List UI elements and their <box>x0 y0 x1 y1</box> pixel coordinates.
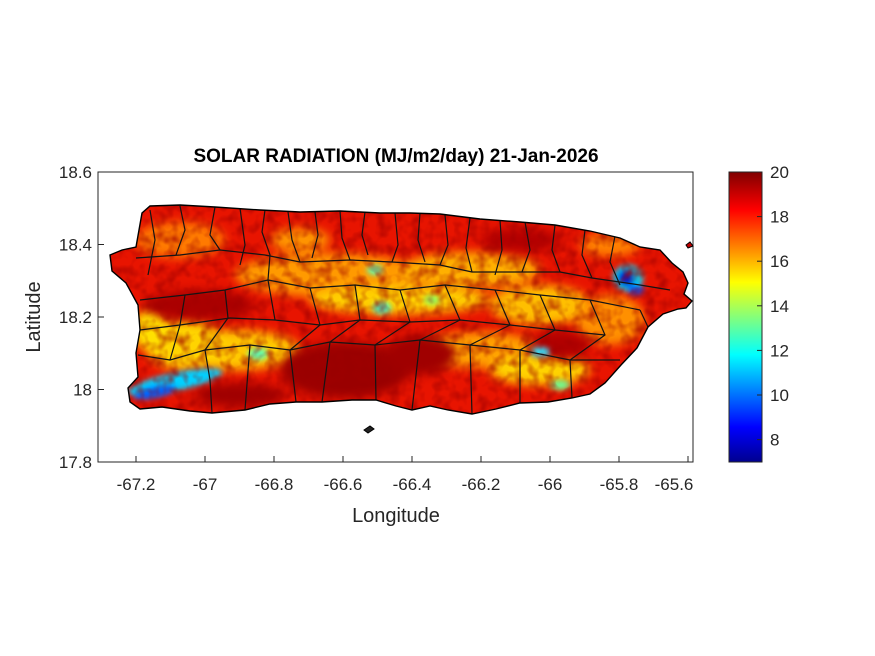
x-tick-label: -66.6 <box>324 475 363 494</box>
colorbar-tick-label: 8 <box>770 431 779 450</box>
y-tick-label: 18.6 <box>59 163 92 182</box>
y-tick-label: 18.2 <box>59 308 92 327</box>
colorbar-tick-label: 18 <box>770 208 789 227</box>
x-tick-label: -67 <box>193 475 218 494</box>
culebra-fragment <box>685 241 694 249</box>
x-tick-label: -66.4 <box>393 475 432 494</box>
colorbar-tick-label: 14 <box>770 297 789 316</box>
x-tick-label: -65.8 <box>600 475 639 494</box>
colorbar-tick-label: 12 <box>770 341 789 360</box>
x-tick-label: -65.6 <box>655 475 694 494</box>
colorbar-ticks <box>757 171 762 441</box>
y-axis-label: Latitude <box>23 281 45 352</box>
colorbar-tick-label: 20 <box>770 163 789 182</box>
x-axis <box>135 456 689 462</box>
x-axis-label: Longitude <box>352 505 440 527</box>
x-tick-label: -66.2 <box>462 475 501 494</box>
y-tick-label: 18.4 <box>59 236 92 255</box>
y-axis <box>98 171 104 463</box>
y-tick-label: 17.8 <box>59 453 92 472</box>
colorbar <box>728 171 763 463</box>
colorbar-tick-label: 10 <box>770 386 789 405</box>
x-tick-label: -67.2 <box>117 475 156 494</box>
colorbar-tick-label: 16 <box>770 252 789 271</box>
municipality-boundaries <box>135 205 671 414</box>
radiation-heatmap <box>110 205 692 414</box>
caja-de-muertos-islet <box>363 425 375 434</box>
x-tick-label: -66 <box>538 475 563 494</box>
chart-title: SOLAR RADIATION (MJ/m2/day) 21-Jan-2026 <box>193 146 598 167</box>
y-tick-label: 18 <box>73 381 92 400</box>
x-tick-label: -66.8 <box>255 475 294 494</box>
